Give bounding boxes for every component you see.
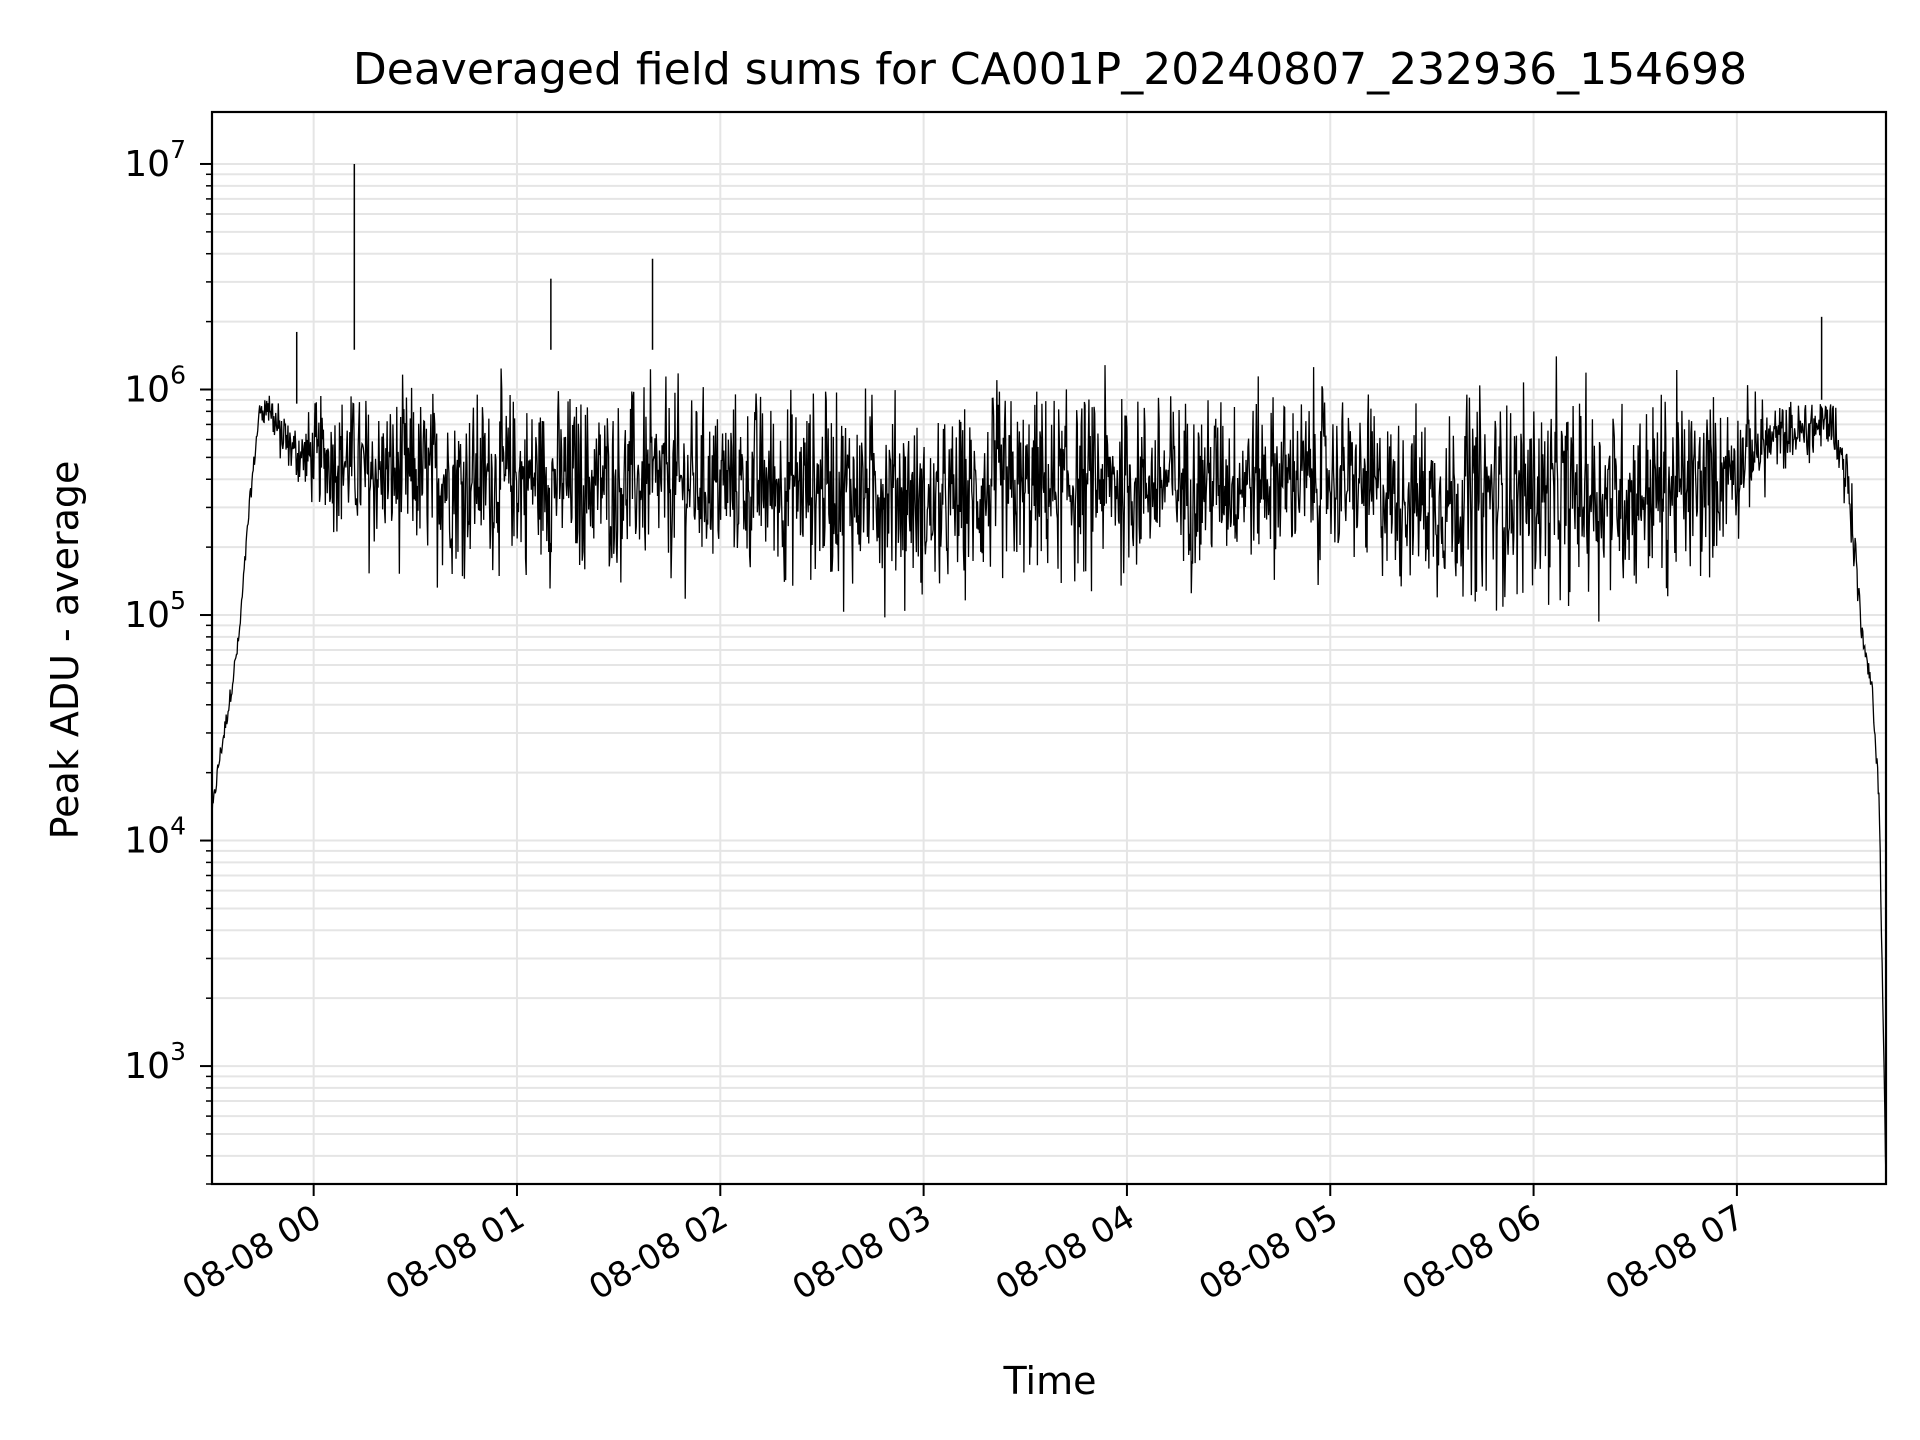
y-tick-base: 10 bbox=[124, 595, 170, 636]
y-tick-label: 103 bbox=[124, 1037, 186, 1087]
y-tick-label: 105 bbox=[124, 586, 186, 636]
y-tick-exponent: 4 bbox=[170, 812, 186, 841]
x-axis-label: Time bbox=[1003, 1359, 1097, 1403]
y-tick-exponent: 5 bbox=[170, 586, 186, 615]
y-axis-label: Peak ADU - average bbox=[43, 461, 87, 840]
y-tick-exponent: 7 bbox=[170, 135, 186, 164]
series-line bbox=[211, 356, 1887, 1181]
axes-frame bbox=[210, 110, 1888, 1186]
y-tick-base: 10 bbox=[124, 369, 170, 410]
plot-area bbox=[211, 163, 1887, 1181]
y-tick-base: 10 bbox=[124, 144, 170, 185]
chart-title: Deaveraged field sums for CA001P_2024080… bbox=[353, 44, 1747, 95]
y-tick-base: 10 bbox=[124, 821, 170, 862]
y-tick-exponent: 3 bbox=[170, 1037, 186, 1066]
y-tick-base: 10 bbox=[124, 1046, 170, 1087]
y-tick-label: 104 bbox=[124, 812, 186, 862]
y-tick-label: 107 bbox=[124, 135, 186, 185]
y-tick-label: 106 bbox=[124, 360, 186, 410]
y-tick-exponent: 6 bbox=[170, 360, 186, 389]
